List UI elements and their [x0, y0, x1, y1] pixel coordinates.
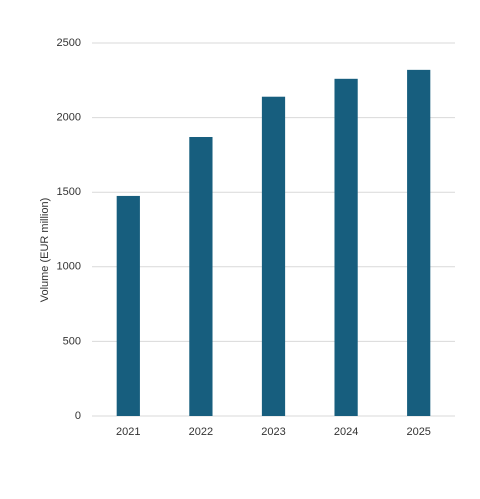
x-tick-label: 2021 [116, 426, 140, 438]
y-tick-label: 1500 [57, 186, 81, 198]
x-tick-label: 2023 [261, 426, 285, 438]
y-axis-label: Volume (EUR million) [39, 198, 51, 303]
y-tick-label: 500 [63, 335, 81, 347]
y-tick-label: 2500 [57, 37, 81, 49]
bar [407, 69, 431, 416]
bar [116, 195, 140, 416]
y-tick-label: 2000 [57, 112, 81, 124]
y-tick-label: 0 [75, 410, 81, 422]
x-tick-label: 2025 [406, 426, 430, 438]
x-tick-label: 2024 [334, 426, 358, 438]
bar [261, 96, 286, 416]
y-tick-label: 1000 [57, 261, 81, 273]
bar [189, 136, 213, 416]
x-tick-label: 2022 [189, 426, 213, 438]
bar [334, 78, 358, 417]
